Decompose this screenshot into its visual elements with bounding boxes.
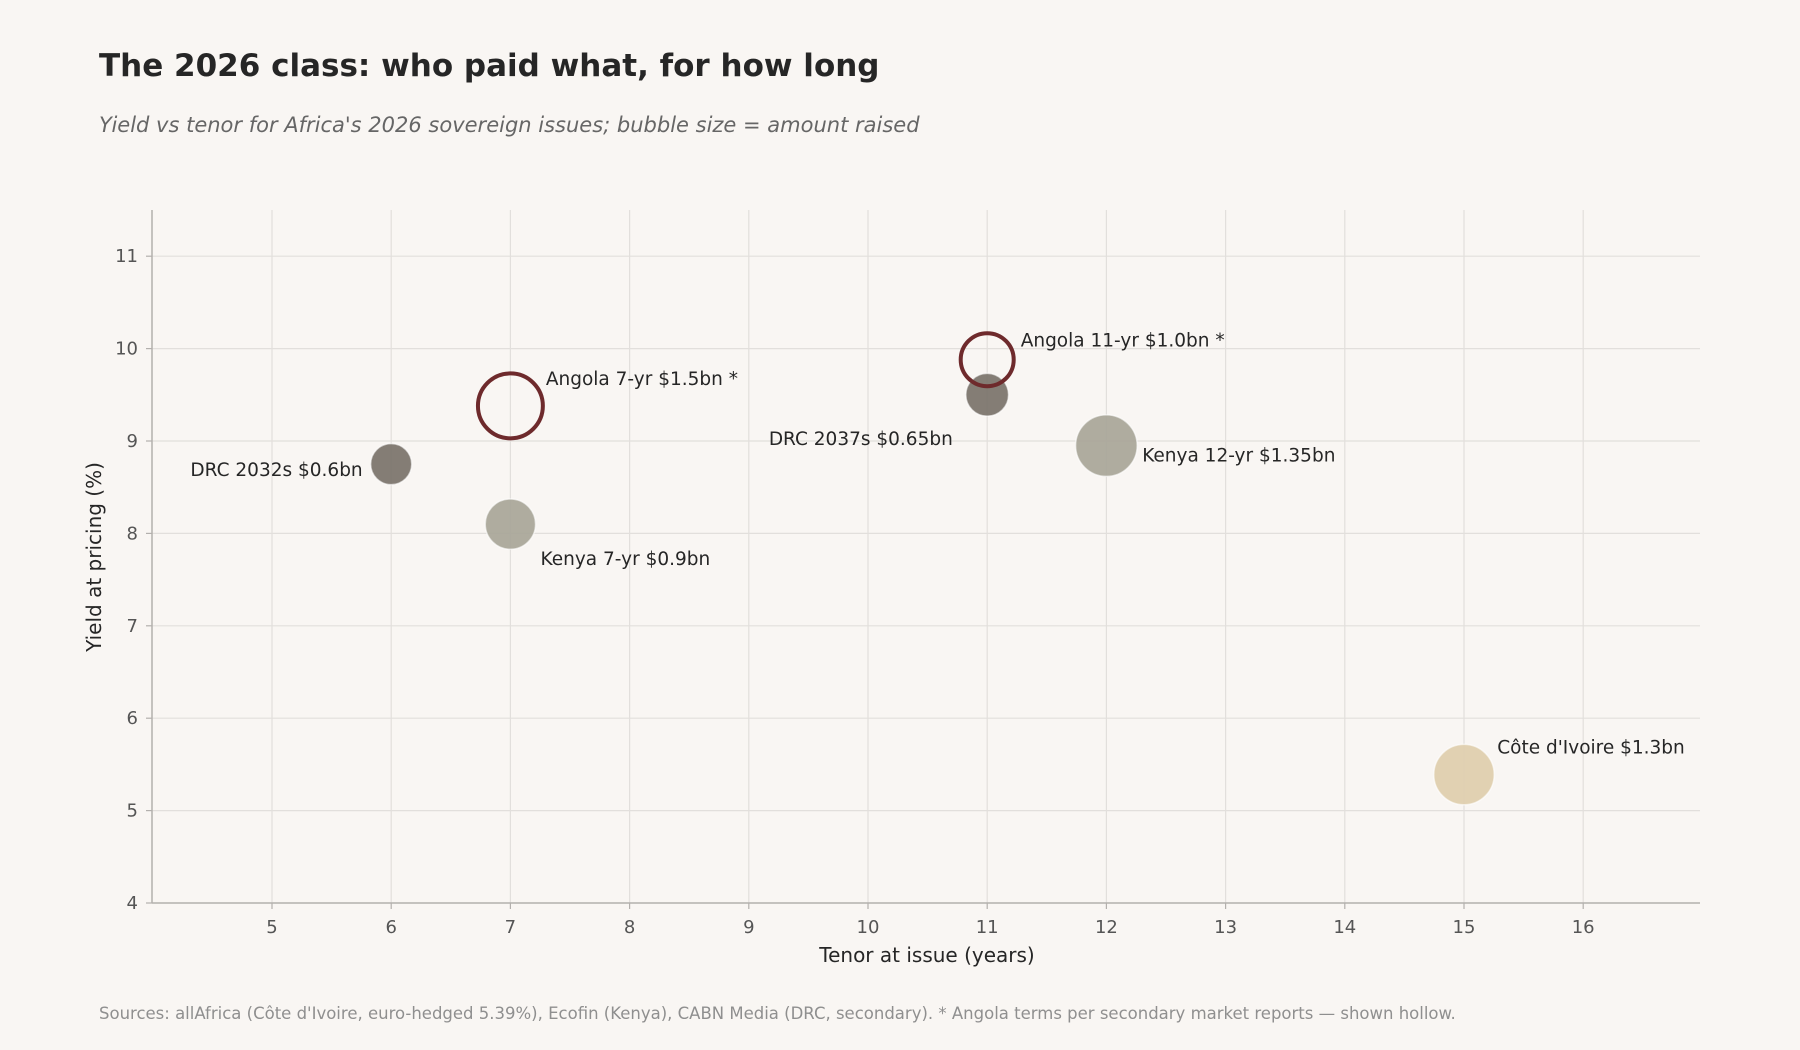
bubble-labels: DRC 2032s $0.6bn Kenya 7-yr $0.9bn Angola … [190, 331, 1684, 759]
source-footnote: Sources: allAfrica (Côte d'Ivoire, euro-… [99, 1004, 1456, 1023]
grid-lines [152, 210, 1700, 903]
x-tick-label: 6 [385, 917, 396, 938]
bubble-label: Kenya 12-yr $1.35bn [1142, 446, 1335, 467]
bubble-kenya-5 [1074, 414, 1138, 478]
y-tick-label: 11 [115, 246, 138, 267]
bubbles [369, 331, 1495, 806]
bubble-label: DRC 2032s $0.6bn [190, 460, 362, 481]
bubble-kenya-1 [484, 498, 537, 551]
x-tick-label: 9 [743, 917, 754, 938]
y-tick-label: 10 [115, 339, 138, 360]
x-tick-label: 16 [1572, 917, 1595, 938]
x-axis-label: Tenor at issue (years) [818, 943, 1034, 967]
bubble-angola-4 [958, 331, 1016, 389]
x-tick-label: 5 [266, 917, 277, 938]
x-tick-label: 14 [1333, 917, 1356, 938]
x-tick-label: 8 [624, 917, 635, 938]
bubble-label: Kenya 7-yr $0.9bn [541, 549, 711, 570]
chart-subtitle: Yield vs tenor for Africa's 2026 soverei… [99, 113, 920, 137]
bubble-label: Côte d'Ivoire $1.3bn [1497, 738, 1685, 759]
x-tick-label: 12 [1095, 917, 1118, 938]
bubble-c-te-d-ivoire-6 [1433, 743, 1495, 806]
axes [146, 210, 1700, 909]
bubble-label: Angola 11-yr $1.0bn * [1021, 331, 1225, 352]
y-tick-label: 8 [127, 523, 138, 544]
y-tick-label: 4 [127, 893, 138, 914]
y-axis-label: Yield at pricing (%) [82, 462, 106, 653]
x-tick-label: 7 [505, 917, 516, 938]
y-tick-label: 7 [127, 616, 138, 637]
bubble-drc-0 [369, 442, 413, 486]
x-tick-label: 11 [976, 917, 999, 938]
y-tick-label: 6 [127, 708, 138, 729]
x-tick-label: 13 [1214, 917, 1237, 938]
x-tick-label: 10 [857, 917, 880, 938]
x-tick-label: 15 [1453, 917, 1476, 938]
bubble-label: DRC 2037s $0.65bn [769, 429, 953, 450]
bubble-label: Angola 7-yr $1.5bn * [546, 369, 738, 390]
y-tick-label: 9 [127, 431, 138, 452]
tick-labels: 5 6 7 8 9 10 11 12 13 14 15 16 4 5 6 7 8 9 10 11 [115, 246, 1595, 938]
y-tick-label: 5 [127, 801, 138, 822]
bubble-angola-2 [475, 371, 545, 441]
chart-title: The 2026 class: who paid what, for how l… [99, 48, 880, 84]
